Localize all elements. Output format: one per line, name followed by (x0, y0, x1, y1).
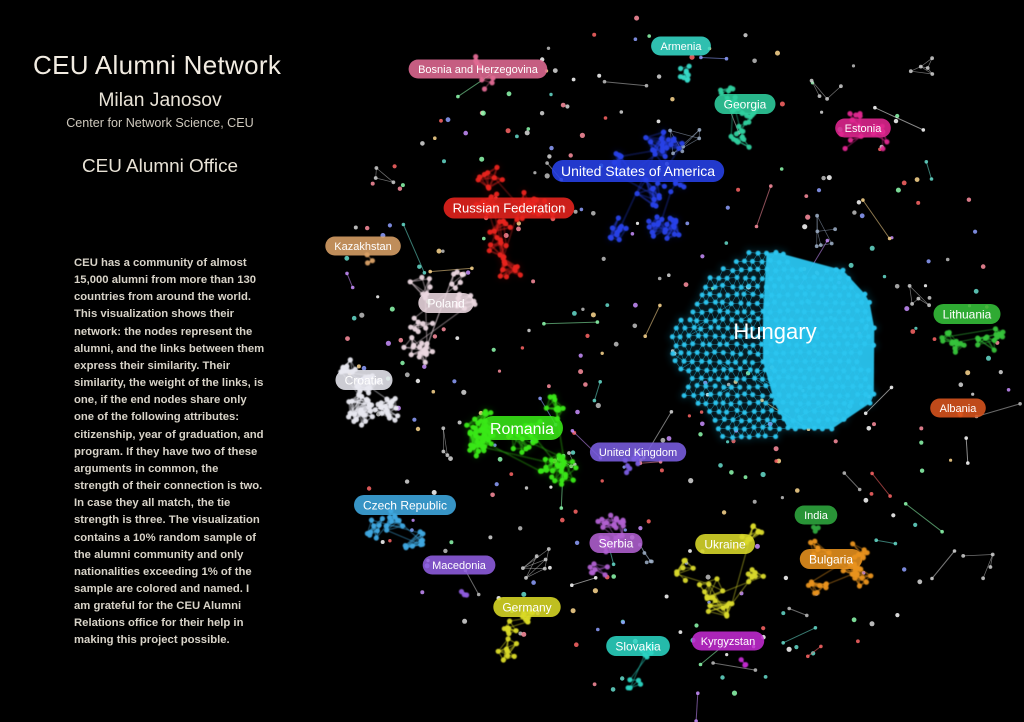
svg-text:Poland: Poland (427, 296, 464, 310)
svg-text:Serbia: Serbia (599, 536, 634, 550)
svg-text:Kyrgyzstan: Kyrgyzstan (701, 636, 755, 648)
svg-text:Bulgaria: Bulgaria (809, 552, 853, 566)
svg-text:Lithuania: Lithuania (943, 307, 992, 321)
svg-text:Kazakhstan: Kazakhstan (334, 241, 391, 253)
svg-text:Croatia: Croatia (345, 373, 384, 387)
svg-text:Russian Federation: Russian Federation (453, 201, 566, 216)
svg-text:Czech Republic: Czech Republic (363, 498, 447, 512)
svg-text:Slovakia: Slovakia (615, 639, 661, 653)
svg-text:India: India (804, 510, 829, 522)
svg-text:Georgia: Georgia (724, 97, 767, 111)
svg-text:United Kingdom: United Kingdom (599, 447, 677, 459)
svg-text:Romania: Romania (490, 421, 554, 438)
svg-text:Armenia: Armenia (661, 41, 703, 53)
svg-text:Macedonia: Macedonia (432, 560, 487, 572)
svg-text:Germany: Germany (502, 600, 551, 614)
svg-text:Estonia: Estonia (845, 123, 883, 135)
svg-text:Albania: Albania (940, 403, 978, 415)
svg-text:United States of America: United States of America (561, 163, 715, 179)
svg-text:Hungary: Hungary (733, 319, 816, 344)
svg-text:Ukraine: Ukraine (704, 537, 746, 551)
svg-text:Bosnia and Herzegovina: Bosnia and Herzegovina (418, 64, 539, 76)
